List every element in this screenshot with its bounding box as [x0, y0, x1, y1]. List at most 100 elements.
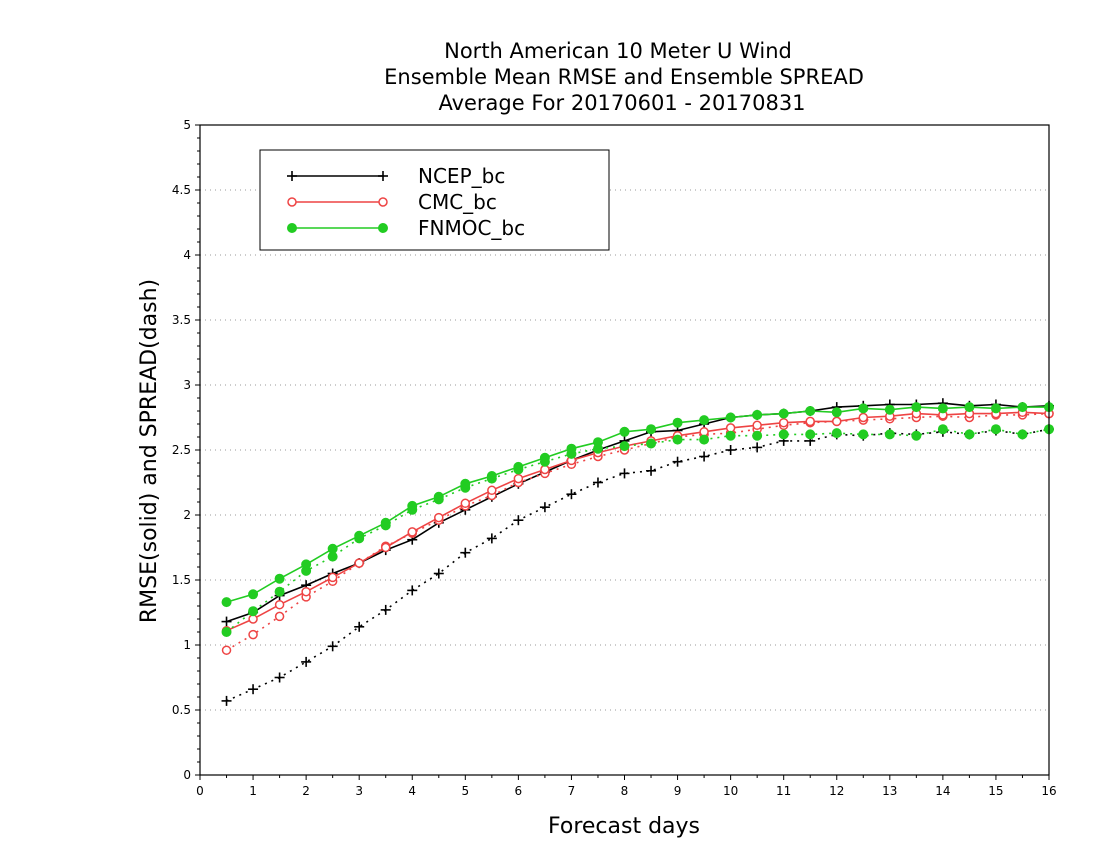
y-tick-label: 2.5	[172, 443, 191, 457]
legend-entry-cmc-bc: CMC_bc	[287, 190, 497, 214]
chart-title: North American 10 Meter U Wind Ensemble …	[384, 39, 864, 115]
cmc-bc-rmse-point	[725, 423, 736, 433]
ncep-bc-spread-point	[433, 568, 444, 579]
chart-title-line-3: Average For 20170601 - 20170831	[438, 91, 805, 115]
fnmoc-bc-spread-point	[248, 606, 259, 617]
legend-entry-fnmoc-bc: FNMOC_bc	[287, 216, 525, 240]
x-tick-label: 15	[988, 784, 1003, 798]
ncep-bc-rmse-line	[226, 402, 1050, 623]
y-tick-label: 0	[183, 768, 191, 782]
fnmoc-bc-rmse-point	[937, 403, 948, 414]
fnmoc-bc-spread-point	[831, 428, 842, 439]
cmc-bc-rmse-line	[226, 411, 1050, 632]
x-tick-label: 2	[302, 784, 310, 798]
ncep-bc-spread-point	[646, 465, 657, 476]
fnmoc-bc-rmse-point	[646, 424, 657, 435]
cmc-bc-spread-point	[248, 629, 258, 640]
fnmoc-bc-rmse-point	[964, 402, 975, 413]
y-axis-label: RMSE(solid) and SPREAD(dash)	[137, 279, 162, 623]
fnmoc-bc-spread-point	[699, 434, 710, 445]
fnmoc-bc-spread-point	[911, 430, 922, 441]
legend-label: NCEP_bc	[418, 164, 505, 188]
cmc-bc-rmse-point	[327, 572, 338, 583]
cmc-bc-rmse-point	[354, 558, 364, 568]
legend-marker	[287, 197, 297, 207]
chart-title-line-1: North American 10 Meter U Wind	[444, 39, 792, 63]
fnmoc-bc-spread-point	[619, 441, 630, 452]
fnmoc-bc-rmse-point	[539, 452, 550, 463]
y-tick-label: 4.5	[172, 183, 191, 197]
fnmoc-bc-rmse-point	[990, 403, 1001, 414]
cmc-bc-rmse-point	[832, 416, 842, 427]
cmc-bc-rmse-point	[380, 542, 391, 553]
ncep-bc-spread-point	[513, 515, 524, 526]
y-tick-label: 5	[183, 118, 191, 132]
x-tick-label: 12	[829, 784, 844, 798]
fnmoc-bc-rmse-point	[592, 437, 603, 448]
ncep-bc-spread-point	[301, 656, 312, 667]
x-tick-label: 10	[723, 784, 738, 798]
fnmoc-bc-rmse-point	[884, 404, 895, 415]
fnmoc-bc-rmse-point	[805, 406, 816, 416]
ncep-bc-spread-point	[380, 604, 391, 615]
cmc-bc-spread-point	[274, 611, 285, 622]
y-tick-label: 1.5	[172, 573, 191, 587]
cmc-bc-spread-line	[226, 412, 1050, 651]
chart-title-line-2: Ensemble Mean RMSE and Ensemble SPREAD	[384, 65, 864, 89]
fnmoc-bc-rmse-point	[672, 417, 683, 428]
legend-marker	[287, 223, 297, 233]
fnmoc-bc-rmse-point	[566, 443, 577, 454]
fnmoc-bc-rmse-point	[858, 403, 869, 414]
ncep-bc-spread-point	[221, 695, 232, 706]
fnmoc-bc-spread-point	[1017, 429, 1028, 440]
fnmoc-bc-rmse-point	[407, 500, 418, 511]
fnmoc-bc-rmse-point	[354, 530, 365, 541]
x-tick-label: 5	[461, 784, 469, 798]
ncep-bc-spread-point	[592, 477, 603, 488]
cmc-bc-rmse-point	[513, 473, 524, 484]
cmc-bc-rmse-point	[460, 498, 471, 509]
fnmoc-bc-rmse-point	[778, 408, 789, 419]
ncep-bc-spread-point	[725, 445, 736, 455]
cmc-bc-spread-point	[221, 645, 232, 655]
cmc-bc-rmse-point	[274, 599, 285, 610]
x-tick-label: 6	[515, 784, 523, 798]
fnmoc-bc-spread-point	[937, 424, 948, 435]
fnmoc-bc-spread-point	[752, 430, 763, 441]
x-tick-label: 3	[355, 784, 363, 798]
ncep-bc-spread-line	[226, 428, 1050, 702]
ncep-bc-rmse-point	[221, 616, 232, 627]
fnmoc-bc-rmse-point	[327, 543, 338, 554]
cmc-bc-rmse-point	[487, 485, 497, 496]
x-tick-label: 13	[882, 784, 897, 798]
y-axis: 0 0.5 1 1.5 2 2.5 3 3.5 4 4.5 5	[172, 118, 200, 782]
cmc-bc-rmse-point	[858, 412, 869, 423]
x-tick-label: 1	[249, 784, 257, 798]
y-tick-label: 4	[183, 248, 191, 262]
ncep-bc-spread-point	[460, 547, 471, 558]
fnmoc-bc-rmse-point	[486, 471, 497, 481]
ncep-bc-spread-point	[248, 684, 259, 695]
ncep-bc-spread-point	[752, 442, 763, 453]
x-axis: 0 1 2 3 4 5 6 7 8 9 10 11 12 13 14 15 16	[196, 775, 1057, 798]
cmc-bc-rmse-point	[805, 416, 815, 427]
legend-marker	[378, 223, 388, 233]
legend-marker	[378, 197, 388, 207]
fnmoc-bc-rmse-point	[221, 597, 232, 608]
cmc-bc-rmse-point	[407, 527, 417, 537]
y-tick-label: 1	[183, 638, 191, 652]
y-tick-label: 2	[183, 508, 191, 522]
legend-box	[259, 149, 610, 251]
ncep-bc-spread-point	[539, 502, 550, 513]
x-tick-label: 4	[408, 784, 416, 798]
fnmoc-bc-rmse-point	[831, 407, 842, 418]
fnmoc-bc-rmse-point	[274, 573, 285, 584]
ncep-bc-spread-point	[566, 489, 577, 500]
ncep-bc-spread-point	[354, 621, 365, 632]
legend-entry-ncep-bc: NCEP_bc	[287, 164, 505, 188]
fnmoc-bc-rmse-point	[301, 559, 312, 570]
ncep-bc-spread-point	[407, 585, 418, 596]
y-tick-label: 0.5	[172, 703, 191, 717]
x-tick-label: 16	[1041, 784, 1056, 798]
plot-series	[221, 398, 1054, 706]
